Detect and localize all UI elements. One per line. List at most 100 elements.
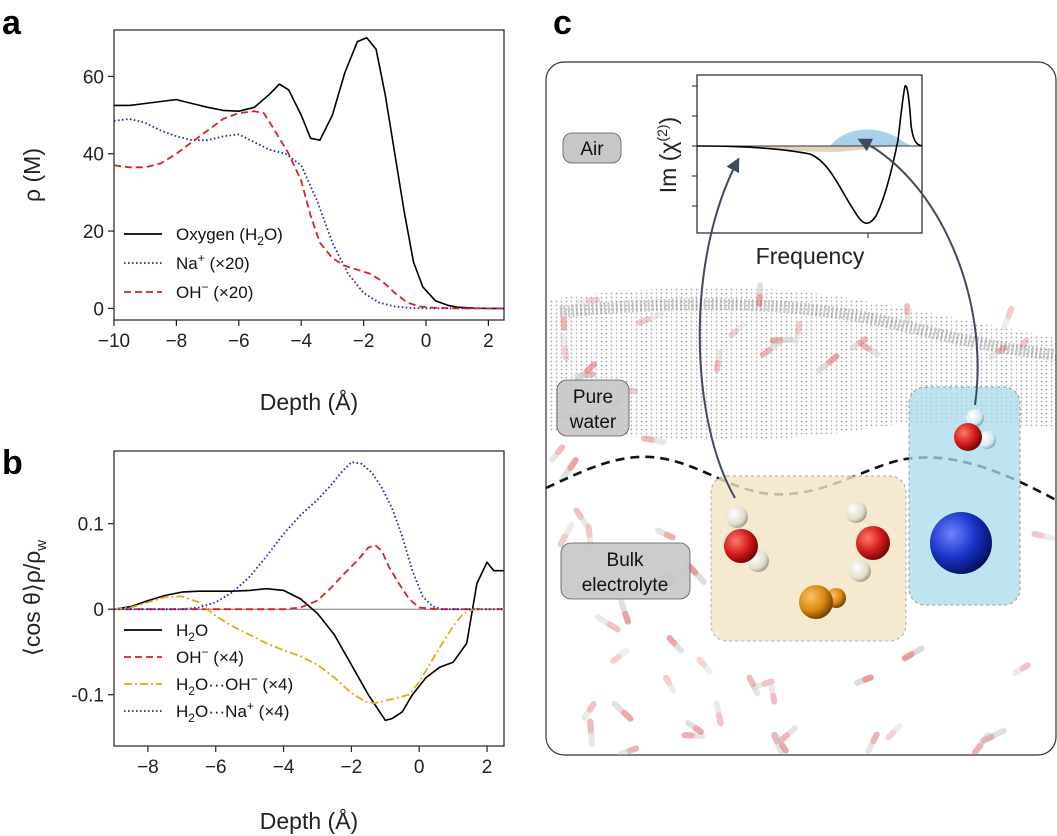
label-pure-water: Pure water xyxy=(556,379,630,437)
bg-water xyxy=(549,444,566,463)
x-tick-label: 2 xyxy=(482,757,493,778)
label-bulk-electrolyte: Bulk electrolyte xyxy=(560,542,691,600)
panel-b-ylabel: ⟨cos θ⟩ρ/ρw xyxy=(19,540,50,656)
bg-water xyxy=(559,457,579,483)
label-air: Air xyxy=(562,132,622,164)
bg-water xyxy=(778,725,799,744)
arrow-oh-to-spectrum xyxy=(698,157,740,499)
legend-label: H2O···OH− (×4) xyxy=(176,672,293,698)
bg-water xyxy=(559,306,567,331)
bg-water xyxy=(560,332,570,361)
bg-water xyxy=(1012,662,1031,676)
spectrum-inset: Im (χ(2)) Frequency xyxy=(654,74,923,269)
bg-water xyxy=(573,507,590,530)
bg-water xyxy=(594,613,621,633)
bg-water xyxy=(681,732,706,739)
panel-c-illustration: Air Pure water Bulk electrolyte Im (χ(2)… xyxy=(545,61,1057,756)
x-tick-label: −6 xyxy=(228,331,250,352)
bg-water xyxy=(816,353,840,374)
bg-water xyxy=(792,320,803,346)
inset-ylabel: Im (χ(2)) xyxy=(654,117,681,193)
bg-water xyxy=(587,718,595,748)
series-line-1 xyxy=(114,544,504,611)
bg-water xyxy=(635,310,664,326)
bg-water xyxy=(1031,531,1056,541)
bg-water xyxy=(774,734,789,754)
surface-ridge xyxy=(559,298,1056,361)
panel-label-c: c xyxy=(553,4,572,42)
x-tick-label: −10 xyxy=(98,331,130,352)
panel-a-ylabel: ρ (M) xyxy=(19,148,45,202)
bg-water xyxy=(759,339,783,358)
svg-text:Pure: Pure xyxy=(573,387,613,408)
bg-water xyxy=(865,731,880,754)
bg-water xyxy=(618,599,631,625)
y-tick-label: 20 xyxy=(83,222,104,243)
bg-water xyxy=(654,527,676,541)
bg-water xyxy=(610,647,630,664)
water-molecule-left xyxy=(724,506,769,572)
legend-label: OH− (×20) xyxy=(176,280,253,302)
bg-water xyxy=(751,678,775,691)
x-tick-label: −4 xyxy=(273,757,295,778)
series-line-0 xyxy=(114,561,504,722)
bg-water xyxy=(988,344,1008,360)
x-tick-label: −6 xyxy=(205,757,227,778)
svg-text:Air: Air xyxy=(580,139,604,160)
panel-label-b: b xyxy=(2,444,23,482)
svg-text:Bulk: Bulk xyxy=(607,550,644,571)
bg-water xyxy=(617,745,640,755)
water-molecule-na-shell xyxy=(954,409,996,451)
series-line-0 xyxy=(114,36,504,310)
inset-blue-fill xyxy=(830,129,912,146)
svg-text:electrolyte: electrolyte xyxy=(582,575,669,596)
y-tick-label: 60 xyxy=(83,67,104,88)
bg-water xyxy=(611,700,634,722)
background-water-molecules xyxy=(549,282,1056,755)
bg-water xyxy=(663,674,677,694)
panel-label-a: a xyxy=(2,4,22,42)
bg-water xyxy=(557,521,575,548)
bg-water xyxy=(854,674,874,686)
legend-label: H2O xyxy=(176,621,208,644)
bg-water xyxy=(901,645,925,662)
hydroxide-ion xyxy=(799,585,846,619)
y-tick-label: 40 xyxy=(83,145,104,166)
bg-water xyxy=(756,282,764,307)
x-tick-label: 0 xyxy=(421,331,432,352)
x-tick-label: −2 xyxy=(341,757,363,778)
panel-a-legend: Oxygen (H2O) Na+ (×20) OH− (×20) xyxy=(124,225,283,302)
bg-water xyxy=(581,701,597,721)
series-line-1 xyxy=(114,118,504,310)
x-tick-label: −4 xyxy=(290,331,312,352)
panel-a-xlabel: Depth (Å) xyxy=(260,388,358,415)
x-tick-label: −8 xyxy=(137,757,159,778)
bg-water xyxy=(768,684,778,705)
legend-label: Na+ (×20) xyxy=(176,251,250,273)
water-molecule-right xyxy=(845,501,890,582)
inset-spectrum-line xyxy=(696,85,923,224)
bg-water xyxy=(849,336,869,351)
x-tick-label: 2 xyxy=(483,331,494,352)
bg-water xyxy=(641,435,667,446)
bg-water xyxy=(972,732,991,755)
legend-label: Oxygen (H2O) xyxy=(176,225,283,248)
y-tick-label: 0 xyxy=(93,299,104,320)
inset-xlabel: Frequency xyxy=(756,243,865,269)
bg-water xyxy=(574,361,597,384)
bg-water xyxy=(769,336,795,344)
bg-water xyxy=(575,297,601,305)
legend-label: OH− (×4) xyxy=(176,645,244,667)
x-tick-label: −2 xyxy=(353,331,375,352)
y-tick-label: 0 xyxy=(93,600,104,621)
bg-water xyxy=(696,656,713,675)
bg-water xyxy=(859,342,881,358)
bg-water xyxy=(885,723,903,741)
bg-water xyxy=(713,349,723,373)
series-line-2 xyxy=(114,595,504,705)
bg-water xyxy=(666,635,684,654)
bg-water xyxy=(746,674,761,697)
panel-b-frame xyxy=(113,450,505,747)
